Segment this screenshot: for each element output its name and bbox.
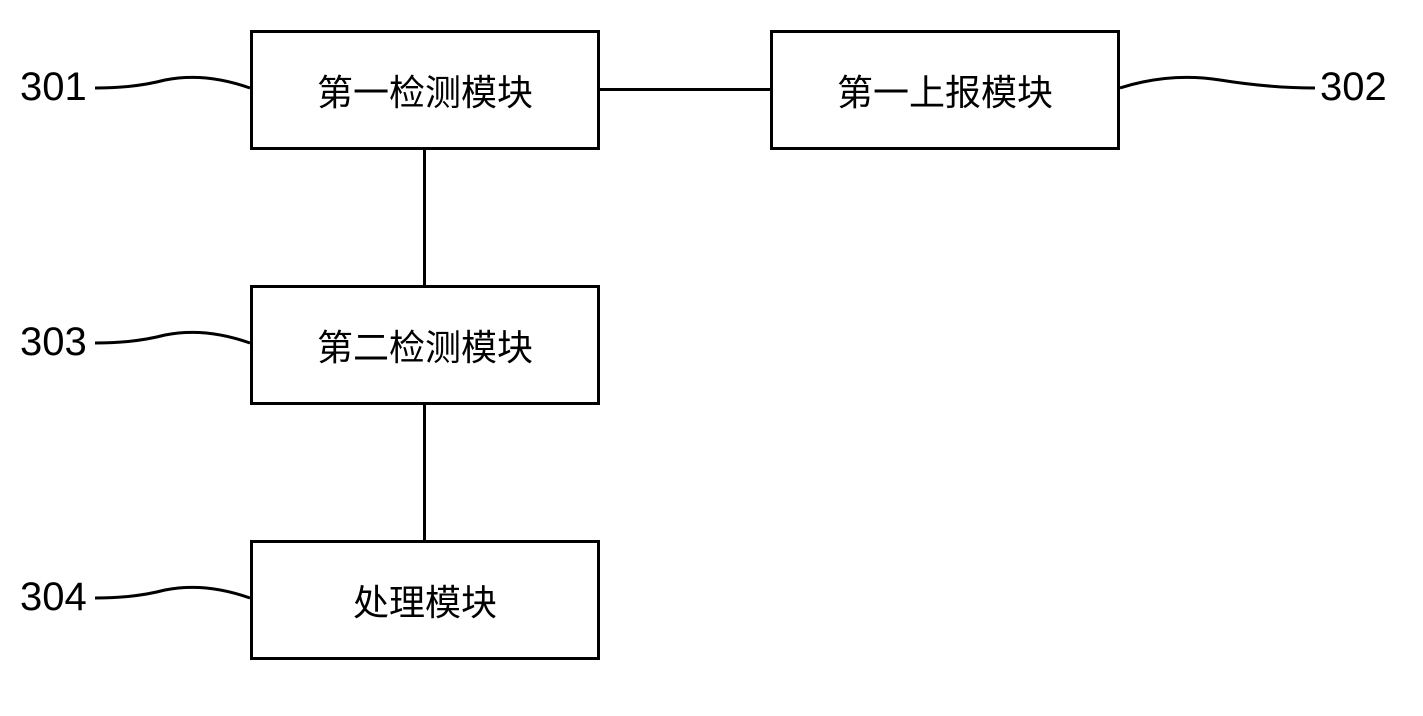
node-label: 处理模块 [353, 574, 497, 626]
ref-text: 303 [20, 320, 87, 364]
edge-301-302 [600, 88, 770, 91]
leader-line-304 [95, 580, 255, 620]
ref-text: 302 [1320, 65, 1387, 109]
edge-301-303 [423, 150, 426, 285]
node-first-report-module: 第一上报模块 [770, 30, 1120, 150]
ref-label-301: 301 [20, 65, 87, 110]
node-first-detection-module: 第一检测模块 [250, 30, 600, 150]
ref-label-303: 303 [20, 320, 87, 365]
leader-line-301 [95, 70, 255, 110]
ref-text: 304 [20, 575, 87, 619]
ref-label-302: 302 [1320, 65, 1387, 110]
ref-label-304: 304 [20, 575, 87, 620]
leader-line-302 [1120, 70, 1320, 110]
leader-line-303 [95, 325, 255, 365]
node-processing-module: 处理模块 [250, 540, 600, 660]
node-label: 第一检测模块 [317, 64, 533, 116]
node-label: 第二检测模块 [317, 319, 533, 371]
node-second-detection-module: 第二检测模块 [250, 285, 600, 405]
edge-303-304 [423, 405, 426, 540]
node-label: 第一上报模块 [837, 64, 1053, 116]
ref-text: 301 [20, 65, 87, 109]
